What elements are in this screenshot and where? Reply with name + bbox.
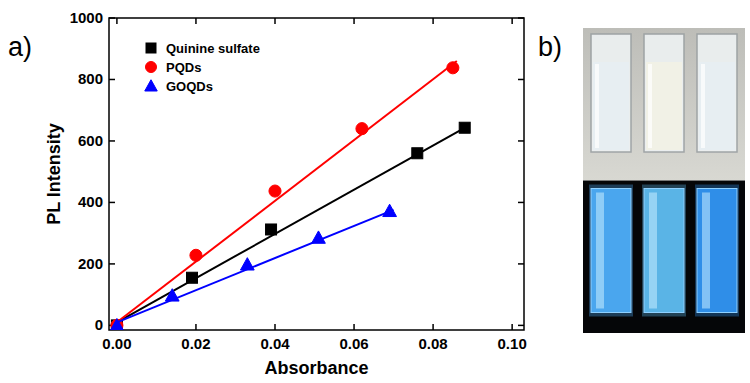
photo bbox=[583, 28, 745, 333]
cuvette-liquid bbox=[699, 62, 735, 150]
x-tick-label: 0.06 bbox=[339, 335, 368, 352]
x-axis-title: Absorbance bbox=[264, 358, 368, 378]
legend-marker bbox=[145, 80, 158, 91]
legend-marker bbox=[146, 43, 156, 53]
x-tick bbox=[432, 324, 434, 330]
x-tick-top bbox=[195, 18, 197, 24]
x-tick bbox=[353, 324, 355, 330]
cuvette-glow bbox=[589, 185, 633, 317]
x-tick-top bbox=[274, 18, 276, 24]
x-tick-label: 0.02 bbox=[181, 335, 210, 352]
y-tick-right bbox=[518, 17, 524, 19]
y-tick-label: 800 bbox=[78, 70, 103, 87]
y-tick bbox=[109, 79, 115, 81]
cuvette-shine bbox=[702, 193, 710, 309]
data-point bbox=[269, 185, 281, 197]
y-tick-right bbox=[518, 325, 524, 327]
cuvette-shine bbox=[648, 64, 652, 148]
data-point bbox=[165, 289, 179, 301]
data-point bbox=[187, 272, 198, 283]
plot-frame bbox=[109, 18, 524, 330]
photo-daylight-bg bbox=[583, 28, 745, 181]
y-tick-label: 1000 bbox=[70, 9, 103, 26]
x-tick-top bbox=[353, 18, 355, 24]
y-tick-right bbox=[518, 79, 524, 81]
y-tick bbox=[109, 17, 115, 19]
legend: Quinine sulfate PQDs GOQDs bbox=[145, 41, 260, 94]
cuvette-shine bbox=[596, 193, 604, 309]
legend-marker bbox=[146, 62, 157, 73]
data-point bbox=[266, 224, 277, 235]
x-tick bbox=[511, 324, 513, 330]
data-point bbox=[110, 319, 124, 330]
cuvette bbox=[591, 34, 631, 152]
y-tick-label: 0 bbox=[95, 316, 103, 333]
y-tick-label: 400 bbox=[78, 193, 103, 210]
cuvette-liquid bbox=[593, 62, 629, 150]
x-tick bbox=[195, 324, 197, 330]
x-tick-top bbox=[116, 18, 118, 24]
cuvette-shine bbox=[595, 64, 599, 148]
fit-line bbox=[117, 210, 394, 323]
cuvette-shine bbox=[649, 193, 657, 309]
legend-label: Quinine sulfate bbox=[166, 41, 260, 56]
x-tick-top bbox=[432, 18, 434, 24]
y-tick-label: 200 bbox=[78, 255, 103, 272]
data-point bbox=[190, 249, 202, 261]
x-tick-top bbox=[511, 18, 513, 24]
data-point bbox=[240, 258, 254, 270]
x-tick-label: 0.10 bbox=[498, 335, 527, 352]
data-point bbox=[459, 122, 470, 133]
cuvette-fluorescence bbox=[591, 189, 631, 313]
y-tick bbox=[109, 263, 115, 265]
cuvette-glow bbox=[695, 185, 739, 317]
cuvette-glow bbox=[642, 185, 686, 317]
y-tick bbox=[109, 140, 115, 142]
data-point bbox=[412, 148, 423, 159]
panel-label: b) bbox=[538, 32, 562, 62]
data-point bbox=[312, 231, 326, 243]
data-point bbox=[447, 62, 459, 74]
x-tick-label: 0.04 bbox=[260, 335, 290, 352]
legend-label: GOQDs bbox=[166, 79, 213, 94]
cuvette-fluorescence bbox=[697, 189, 737, 313]
x-tick-label: 0.00 bbox=[102, 335, 131, 352]
y-tick-right bbox=[518, 263, 524, 265]
cuvette bbox=[644, 34, 684, 152]
cuvette-liquid bbox=[646, 62, 682, 150]
data-point bbox=[383, 204, 397, 216]
x-tick-label: 0.08 bbox=[418, 335, 447, 352]
panel-label: a) bbox=[8, 32, 32, 62]
cuvette-fluorescence bbox=[644, 189, 684, 313]
figure: a) 0.00 0.02 0.04 0.06 0.08 0.10 0 200 400 600 800 1… bbox=[0, 0, 750, 383]
cuvette bbox=[697, 34, 737, 152]
y-tick-label: 600 bbox=[78, 132, 103, 149]
fit-line bbox=[117, 126, 469, 323]
photo-uv-bg bbox=[583, 181, 745, 334]
fit-line bbox=[117, 61, 457, 322]
legend-label: PQDs bbox=[166, 60, 201, 75]
data-point bbox=[356, 123, 368, 135]
x-tick bbox=[274, 324, 276, 330]
y-tick bbox=[109, 202, 115, 204]
cuvette-shine bbox=[701, 64, 705, 148]
plot-marks bbox=[110, 61, 470, 330]
y-tick-right bbox=[518, 140, 524, 142]
y-tick-right bbox=[518, 202, 524, 204]
y-axis-title: PL Intensity bbox=[44, 123, 64, 225]
